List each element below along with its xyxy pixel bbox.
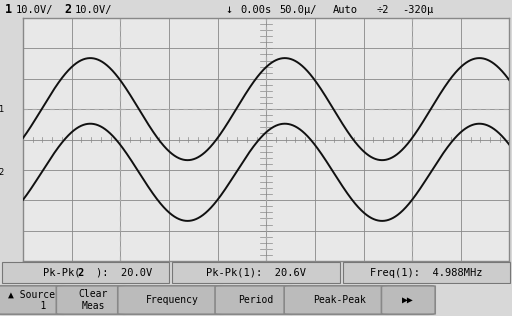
FancyBboxPatch shape: [172, 262, 340, 283]
Text: 50.0μ/: 50.0μ/: [279, 5, 316, 15]
Text: ):  20.0V: ): 20.0V: [96, 268, 152, 277]
FancyBboxPatch shape: [0, 286, 69, 314]
Text: 0.00s: 0.00s: [241, 5, 272, 15]
Text: Pk-Pk(: Pk-Pk(: [42, 268, 80, 277]
Text: Clear
Meas: Clear Meas: [79, 289, 108, 311]
FancyBboxPatch shape: [56, 286, 131, 314]
Text: 10.0V/: 10.0V/: [15, 5, 53, 15]
Text: ÷2: ÷2: [376, 5, 389, 15]
Text: 2: 2: [64, 3, 71, 16]
Text: 2: 2: [0, 168, 4, 177]
Text: ↓: ↓: [225, 3, 232, 16]
Text: Period: Period: [239, 295, 273, 305]
FancyBboxPatch shape: [215, 286, 297, 314]
FancyBboxPatch shape: [381, 286, 435, 314]
Text: -320μ: -320μ: [402, 5, 433, 15]
Text: 1: 1: [5, 3, 12, 16]
Text: ▶▶: ▶▶: [402, 295, 414, 305]
Text: Freq(1):  4.988MHz: Freq(1): 4.988MHz: [370, 268, 483, 277]
Text: ▲ Source
    1: ▲ Source 1: [9, 289, 55, 311]
Text: 2: 2: [77, 268, 83, 277]
Text: Pk-Pk(1):  20.6V: Pk-Pk(1): 20.6V: [206, 268, 306, 277]
Text: Frequency: Frequency: [146, 295, 199, 305]
FancyBboxPatch shape: [2, 262, 169, 283]
Text: 10.0V/: 10.0V/: [74, 5, 112, 15]
Text: Auto: Auto: [333, 5, 358, 15]
Text: 1: 1: [0, 105, 4, 114]
Text: Peak-Peak: Peak-Peak: [313, 295, 366, 305]
FancyBboxPatch shape: [343, 262, 510, 283]
FancyBboxPatch shape: [284, 286, 394, 314]
FancyBboxPatch shape: [118, 286, 228, 314]
